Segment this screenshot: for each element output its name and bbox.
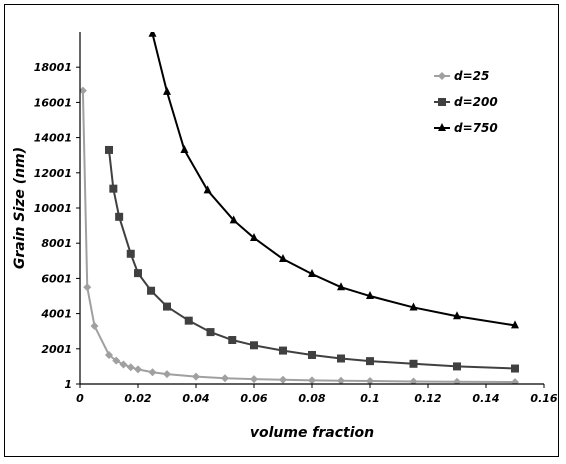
y-tick-label: 4001 <box>40 308 72 321</box>
series-square-point <box>206 328 215 337</box>
series-square-point <box>250 341 258 350</box>
series-diamond-point <box>105 350 113 359</box>
series-triangle-point <box>453 311 461 320</box>
series-square-line <box>108 149 516 370</box>
x-tick-label: 0.06 <box>240 392 267 405</box>
series-diamond-point <box>221 374 229 383</box>
series-square-point <box>109 184 118 193</box>
series-triangle-point <box>279 254 287 263</box>
series-diamond-point <box>80 86 87 95</box>
series-triangle-point <box>229 215 238 224</box>
series-triangle-point <box>148 32 157 37</box>
series-square-point <box>453 362 461 371</box>
series-square-point <box>126 249 135 258</box>
x-tick-label: 0.12 <box>414 392 441 405</box>
series-square-point <box>337 354 345 363</box>
y-tick-label: 10001 <box>34 202 72 215</box>
series-diamond-point <box>409 377 418 384</box>
series-square-point <box>366 357 374 366</box>
legend-label: d=25 <box>454 69 489 83</box>
legend-swatch-marker <box>438 72 446 80</box>
x-tick-label: 0 <box>76 392 84 405</box>
series-square-point <box>308 350 316 359</box>
series-square-point <box>115 212 124 221</box>
series-square-point <box>163 302 171 311</box>
series-square-point <box>511 364 519 373</box>
series-square-point <box>105 145 113 154</box>
series-diamond-point <box>308 376 316 384</box>
series-triangle-point <box>511 320 519 329</box>
series-diamond-point <box>112 356 121 365</box>
y-tick-label: 8001 <box>41 237 72 250</box>
series-diamond-point <box>250 375 258 384</box>
series-square-point <box>409 359 418 368</box>
x-tick-label: 0.14 <box>472 392 499 405</box>
series-triangle-point <box>308 269 316 278</box>
y-tick-label: 2001 <box>41 343 72 356</box>
x-axis-title: volume fraction <box>250 425 374 441</box>
series-diamond-point <box>148 368 157 377</box>
series-diamond-point <box>83 283 92 292</box>
series-triangle-point <box>409 302 418 311</box>
series-diamond-point <box>279 375 287 384</box>
series-triangle-point <box>366 291 374 300</box>
x-tick-label: 0.1 <box>360 392 380 405</box>
y-tick-label: 18001 <box>34 61 72 74</box>
series-diamond-point <box>192 372 200 381</box>
series-square-point <box>228 336 237 345</box>
x-tick-label: 0.04 <box>182 392 209 405</box>
series-diamond-point <box>163 370 171 379</box>
y-axis-title: Grain Size (nm) <box>12 147 28 269</box>
series-square-point <box>279 346 287 355</box>
y-tick-label: 14001 <box>34 132 72 145</box>
series-diamond-point <box>511 378 519 384</box>
plot-area <box>80 32 544 384</box>
series-square-point <box>134 269 142 278</box>
series-triangle-point <box>203 185 212 194</box>
legend-label: d=750 <box>454 121 498 135</box>
x-tick-label: 0.02 <box>124 392 151 405</box>
series-triangle-point <box>180 144 189 153</box>
series-square-point <box>184 316 193 325</box>
y-tick-label: 1 <box>64 378 72 391</box>
series-diamond-point <box>453 377 461 384</box>
y-tick-label: 6001 <box>41 272 72 285</box>
series-diamond-point <box>337 376 345 384</box>
legend: d=25 d=200 d=750 <box>434 69 498 135</box>
series-diamond-point <box>134 365 142 374</box>
legend-swatch-marker <box>438 98 446 106</box>
y-tick-label: 16001 <box>34 96 72 109</box>
series-diamond-point <box>119 360 128 369</box>
x-tick-label: 0.16 <box>530 392 557 405</box>
series-triangle-point <box>250 232 258 241</box>
series-triangle-point <box>337 282 345 291</box>
series-triangle-point <box>163 86 171 95</box>
series-diamond-point <box>126 363 135 372</box>
series-square-point <box>147 286 156 295</box>
legend-label: d=200 <box>454 95 498 109</box>
series-diamond-point <box>366 377 374 384</box>
legend-swatch-marker <box>438 123 446 131</box>
x-tick-label: 0.08 <box>298 392 325 405</box>
y-tick-label: 12001 <box>34 167 72 180</box>
series-diamond-point <box>90 321 99 330</box>
